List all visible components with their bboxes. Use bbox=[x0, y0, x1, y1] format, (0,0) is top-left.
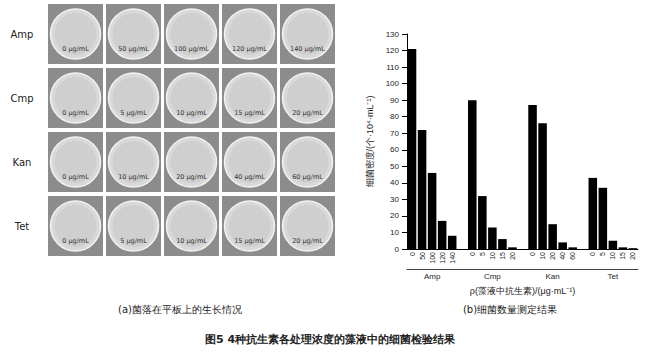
svg-text:15: 15 bbox=[619, 252, 626, 260]
svg-text:20: 20 bbox=[629, 252, 636, 260]
svg-text:Kan: Kan bbox=[13, 157, 32, 168]
svg-text:20: 20 bbox=[549, 252, 556, 260]
svg-text:60 μg/mL: 60 μg/mL bbox=[292, 173, 323, 181]
svg-text:0: 0 bbox=[589, 252, 596, 256]
svg-text:0: 0 bbox=[409, 252, 416, 256]
html-text:(a)菌落在平板上的生长情况: (a)菌落在平板上的生长情况 bbox=[118, 304, 242, 315]
svg-text:10: 10 bbox=[539, 252, 546, 260]
svg-text:5 μg/mL: 5 μg/mL bbox=[120, 109, 147, 117]
svg-text:0: 0 bbox=[469, 252, 476, 256]
svg-text:Amp: Amp bbox=[424, 272, 441, 281]
svg-text:50 μg/mL: 50 μg/mL bbox=[118, 45, 149, 53]
svg-text:60: 60 bbox=[390, 145, 399, 154]
svg-text:140 μg/mL: 140 μg/mL bbox=[290, 45, 325, 53]
svg-text:20 μg/mL: 20 μg/mL bbox=[176, 173, 207, 181]
svg-text:40 μg/mL: 40 μg/mL bbox=[234, 173, 265, 181]
svg-text:0: 0 bbox=[395, 245, 400, 254]
svg-text:15 μg/mL: 15 μg/mL bbox=[234, 237, 265, 245]
svg-text:40: 40 bbox=[559, 252, 566, 260]
svg-text:15 μg/mL: 15 μg/mL bbox=[234, 109, 265, 117]
svg-text:100: 100 bbox=[386, 79, 400, 88]
svg-text:0 μg/mL: 0 μg/mL bbox=[62, 237, 89, 245]
svg-text:20: 20 bbox=[509, 252, 516, 260]
svg-text:10 μg/mL: 10 μg/mL bbox=[118, 173, 149, 181]
svg-text:15: 15 bbox=[499, 252, 506, 260]
svg-text:120: 120 bbox=[439, 252, 446, 264]
svg-text:100: 100 bbox=[429, 252, 436, 264]
svg-text:140: 140 bbox=[449, 252, 456, 264]
svg-text:10 μg/mL: 10 μg/mL bbox=[176, 109, 207, 117]
svg-text:30: 30 bbox=[390, 195, 399, 204]
svg-text:110: 110 bbox=[386, 63, 399, 72]
svg-text:100 μg/mL: 100 μg/mL bbox=[174, 45, 209, 53]
svg-text:120 μg/mL: 120 μg/mL bbox=[232, 45, 267, 53]
svg-text:10: 10 bbox=[609, 252, 616, 260]
html-text:图5 4种抗生素各处理浓度的藻液中的细菌检验结果: 图5 4种抗生素各处理浓度的藻液中的细菌检验结果 bbox=[204, 333, 456, 346]
svg-text:Amp: Amp bbox=[11, 29, 34, 40]
svg-text:90: 90 bbox=[390, 96, 399, 105]
svg-text:0 μg/mL: 0 μg/mL bbox=[62, 109, 89, 117]
svg-text:80: 80 bbox=[390, 112, 399, 121]
svg-text:20 μg/mL: 20 μg/mL bbox=[292, 237, 323, 245]
svg-text:5 μg/mL: 5 μg/mL bbox=[120, 237, 147, 245]
svg-text:10: 10 bbox=[390, 228, 399, 237]
svg-text:Tet: Tet bbox=[608, 272, 619, 281]
svg-text:0: 0 bbox=[529, 252, 536, 256]
svg-text:5: 5 bbox=[479, 252, 486, 256]
svg-text:ρ(藻液中抗生素)/(μg·mL⁻¹): ρ(藻液中抗生素)/(μg·mL⁻¹) bbox=[470, 286, 575, 296]
svg-text:20 μg/mL: 20 μg/mL bbox=[292, 109, 323, 117]
svg-text:5: 5 bbox=[599, 252, 606, 256]
svg-text:130: 130 bbox=[386, 30, 400, 39]
svg-text:0 μg/mL: 0 μg/mL bbox=[62, 173, 89, 181]
svg-text:40: 40 bbox=[390, 178, 399, 187]
svg-text:0 μg/mL: 0 μg/mL bbox=[62, 45, 89, 53]
svg-text:120: 120 bbox=[386, 46, 400, 55]
svg-text:10: 10 bbox=[489, 252, 496, 260]
svg-text:20: 20 bbox=[390, 211, 399, 220]
svg-text:Cmp: Cmp bbox=[484, 272, 501, 281]
svg-text:细菌密度/(个·10⁴·mL⁻¹): 细菌密度/(个·10⁴·mL⁻¹) bbox=[365, 96, 375, 188]
svg-text:Tet: Tet bbox=[14, 221, 30, 232]
html-text:(b)细菌数量测定结果: (b)细菌数量测定结果 bbox=[462, 304, 558, 315]
svg-text:50: 50 bbox=[419, 252, 426, 260]
svg-text:Cmp: Cmp bbox=[10, 93, 33, 104]
svg-text:Kan: Kan bbox=[546, 272, 560, 281]
svg-text:10 μg/mL: 10 μg/mL bbox=[176, 237, 207, 245]
svg-text:70: 70 bbox=[390, 129, 399, 138]
svg-text:50: 50 bbox=[390, 162, 399, 171]
svg-text:60: 60 bbox=[569, 252, 576, 260]
